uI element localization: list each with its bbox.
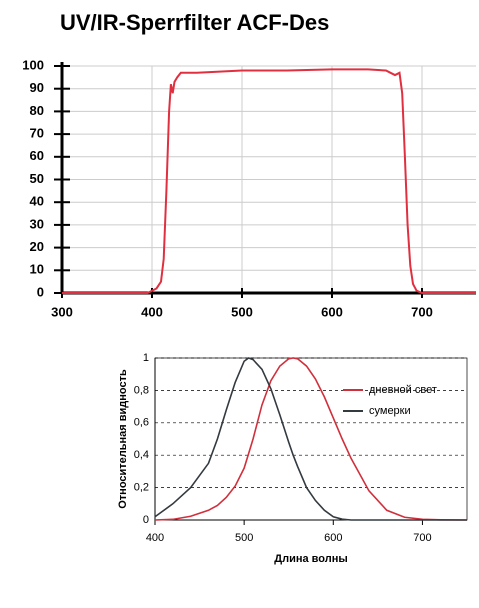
y-tick-label: 50 — [30, 171, 44, 186]
y-axis-title: Относительная видность — [117, 369, 129, 509]
y-tick-label: 60 — [30, 148, 44, 163]
y-tick-label: 0 — [143, 514, 149, 526]
y-tick-label: 1 — [143, 352, 149, 364]
y-tick-label: 20 — [30, 239, 44, 254]
x-tick-label: 700 — [411, 304, 433, 319]
x-tick-label: 400 — [146, 532, 164, 544]
y-tick-label: 0 — [37, 284, 44, 299]
y-tick-label: 0,8 — [134, 384, 149, 396]
data-line — [62, 68, 476, 294]
y-tick-label: 80 — [30, 103, 44, 118]
x-tick-label: 500 — [231, 304, 253, 319]
y-tick-label: 0,2 — [134, 482, 149, 494]
data-line — [154, 357, 468, 521]
y-tick-label: 0,4 — [134, 449, 149, 461]
y-tick-label: 10 — [30, 262, 44, 277]
x-tick-label: 600 — [321, 304, 343, 319]
data-line — [154, 357, 467, 521]
x-axis-title: Длина волны — [274, 553, 348, 565]
y-tick-label: 90 — [30, 80, 44, 95]
y-tick-label: 0,6 — [134, 417, 149, 429]
x-tick-label: 600 — [324, 532, 342, 544]
y-tick-label: 70 — [30, 126, 44, 141]
plot-frame — [154, 357, 468, 521]
x-tick-label: 300 — [51, 304, 73, 319]
chart-title: UV/IR-Sperrfilter ACF-Des — [60, 10, 329, 35]
x-tick-label: 500 — [235, 532, 253, 544]
legend-label: дневной свет — [369, 384, 437, 396]
legend-label: сумерки — [369, 405, 411, 417]
x-tick-label: 400 — [141, 304, 163, 319]
y-tick-label: 30 — [30, 216, 44, 231]
y-tick-label: 40 — [30, 194, 44, 209]
x-tick-label: 700 — [413, 532, 431, 544]
y-tick-label: 100 — [22, 57, 44, 72]
